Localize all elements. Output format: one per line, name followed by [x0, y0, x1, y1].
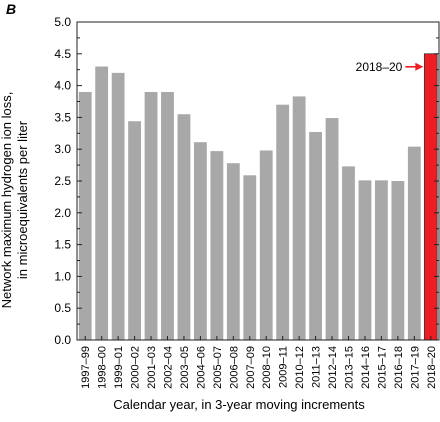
x-tick-label: 1998–00	[97, 346, 109, 389]
x-tick-label: 2018–20	[426, 346, 438, 389]
y-tick-label: 3.0	[54, 142, 71, 156]
y-tick-label: 0.5	[54, 301, 71, 315]
x-tick-label: 2010–12	[294, 346, 306, 389]
x-tick-label: 2011–13	[311, 346, 323, 388]
bar-6	[177, 114, 191, 340]
bars-group	[78, 53, 438, 341]
bar-14	[309, 132, 322, 340]
x-tick-label: 1999–01	[113, 346, 125, 389]
bar-3	[128, 121, 141, 340]
y-tick-label: 3.5	[54, 110, 71, 124]
bar-13	[292, 96, 306, 340]
annotation: 2018–20	[356, 60, 424, 74]
x-tick-label: 2001–03	[146, 346, 158, 389]
x-tick-label: 2002–04	[163, 346, 175, 389]
bar-18	[374, 180, 388, 340]
bar-2	[111, 72, 125, 340]
y-tick-label: 2.0	[54, 206, 71, 220]
bar-8	[210, 151, 224, 340]
x-tick-label: 2017–19	[409, 346, 421, 389]
bar-0	[78, 91, 92, 341]
bar-11	[259, 150, 273, 340]
bar-10	[243, 175, 257, 340]
y-tick-label: 5.0	[54, 15, 71, 29]
y-tick-label: 1.0	[54, 269, 71, 283]
y-tick-label: 4.5	[54, 47, 71, 61]
y-tick-label: 0.0	[54, 333, 71, 347]
bar-1	[95, 66, 109, 341]
x-tick-label: 2008–10	[261, 346, 273, 389]
bar-17	[358, 180, 372, 340]
bar-12	[276, 104, 290, 341]
x-tick-label: 2003–05	[179, 346, 191, 389]
y-tick-label: 4.0	[54, 79, 71, 93]
bar-21	[423, 53, 438, 341]
panel-label: B	[6, 1, 16, 17]
x-tick-label: 1997–99	[80, 346, 92, 389]
y-tick-label: 2.5	[54, 174, 71, 188]
x-ticks-group: 1997–99 1998–00 1999–01 2000–02 2001–03 2002–…	[80, 336, 438, 389]
x-tick-label: 2015–17	[376, 346, 388, 389]
bar-16	[342, 166, 355, 340]
x-tick-label: 2005–07	[212, 346, 224, 389]
x-tick-label: 2007–09	[245, 346, 257, 389]
bar-20	[407, 146, 421, 340]
bar-7	[193, 142, 207, 340]
y-tick-label: 1.5	[54, 238, 71, 252]
y-axis-label-line-2: in microequivalents per liter	[15, 120, 30, 279]
x-tick-label: 2012–14	[327, 346, 339, 389]
bar-15	[325, 118, 339, 340]
bar-4	[144, 91, 158, 341]
x-tick-label: 2000–02	[130, 346, 142, 389]
bar-5	[161, 91, 174, 341]
y-axis-label-line-1: Network maximum hydrogen ion loss,	[0, 92, 14, 309]
x-tick-label: 2016–18	[393, 346, 405, 389]
annotation-arrow-head	[415, 62, 424, 71]
x-tick-label: 2004–06	[195, 346, 207, 389]
x-tick-label: 2006–08	[228, 346, 240, 389]
annotation-label: 2018–20	[356, 60, 403, 74]
x-tick-label: 2014–16	[360, 346, 372, 389]
bar-19	[391, 181, 405, 340]
x-tick-label: 2013–15	[344, 346, 356, 389]
x-tick-label: 2009–11	[278, 346, 290, 388]
y-ticks-group: 0.0 0.5 1.0 1.5 2.0 2.5 3.0 3.5 4.0 4.5 5.0	[54, 15, 439, 347]
x-axis-label: Calendar year, in 3-year moving incremen…	[113, 397, 365, 412]
bar-9	[226, 163, 240, 340]
